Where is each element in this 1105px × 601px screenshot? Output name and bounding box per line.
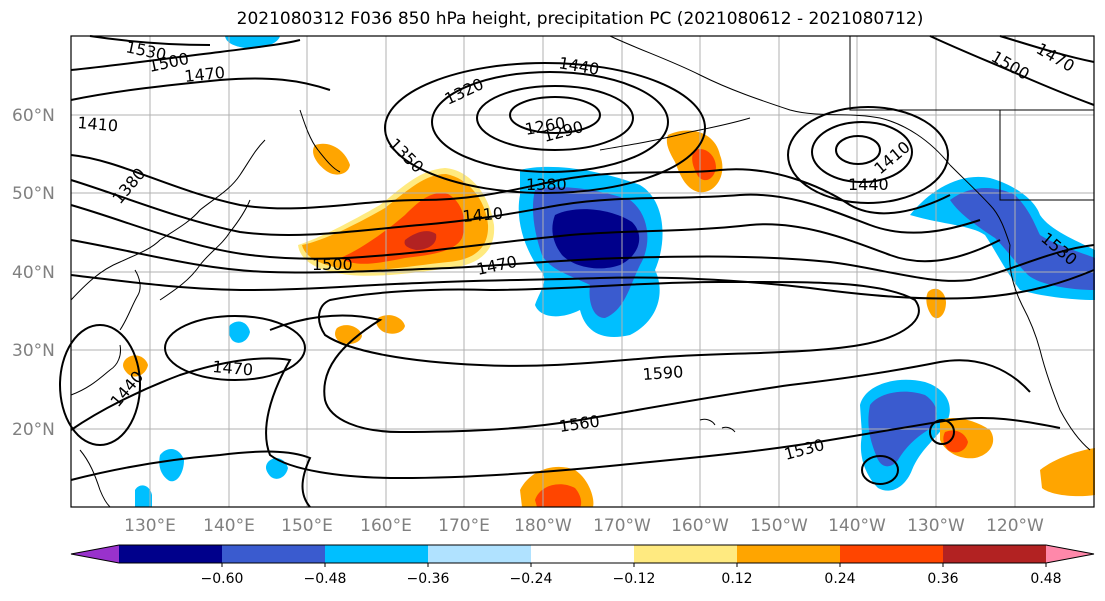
colorbar-bin: [840, 545, 944, 563]
coast-aleutians: [599, 117, 751, 151]
contour-label: 1440: [557, 53, 600, 79]
contour-label: 1470: [212, 357, 254, 379]
latitude-axis: 60°N 50°N 40°N 30°N 20°N: [12, 106, 55, 440]
colorbar-tick-label: 0.36: [927, 571, 958, 587]
colorbar-tick-label: −0.48: [304, 571, 347, 587]
contour-label: 1410: [77, 113, 119, 135]
colorbar-tick-label: −0.60: [201, 571, 244, 587]
precip-negative-small-d: [265, 458, 288, 479]
precip-positive-east-2: [1040, 448, 1095, 497]
lon-label: 120°W: [986, 516, 1044, 536]
lon-label: 140°E: [203, 516, 255, 536]
colorbar-tick-label: −0.36: [407, 571, 450, 587]
contour-label: 1530: [782, 435, 826, 464]
contour-label: 1380: [109, 164, 150, 207]
precip-positive-east-1-core: [943, 430, 968, 453]
precip-positive-west-max: [404, 231, 437, 250]
colorbar-bin: [737, 545, 841, 563]
lon-label: 130°E: [124, 516, 176, 536]
precip-positive-small-a: [335, 325, 362, 344]
lat-label-20n: 20°N: [12, 420, 55, 440]
precip-negative-central-core: [552, 209, 640, 269]
height-contours: [59, 35, 1095, 508]
lon-label: 160°E: [360, 516, 412, 536]
coast-philippines: [79, 449, 111, 508]
map-frame: [70, 35, 1095, 508]
colorbar-bin: [119, 545, 223, 563]
contour-label: 1500: [988, 47, 1033, 84]
colorbar: −0.60 −0.48 −0.36 −0.24 −0.12 0.12 0.24 0.36 0.4…: [70, 544, 1095, 587]
precip-positive-west-core: [340, 193, 465, 264]
precip-positive-nw-1: [313, 143, 350, 175]
lon-label: 170°W: [593, 516, 651, 536]
colorbar-bin: [428, 545, 532, 563]
lon-label: 170°E: [438, 516, 490, 536]
lat-label-60n: 60°N: [12, 106, 55, 126]
colorbar-bin: [325, 545, 429, 563]
contour-label: 1350: [385, 134, 427, 176]
colorbar-outline: [70, 544, 1095, 564]
colorbar-tick-label: 0.12: [721, 571, 752, 587]
precip-positive-south-core: [535, 484, 582, 507]
colorbar-extend-low: [71, 545, 119, 563]
colorbar-tick-label: 0.48: [1030, 571, 1061, 587]
lon-label: 130°W: [907, 516, 965, 536]
lon-label: 140°W: [828, 516, 886, 536]
colorbar-bin: [943, 545, 1047, 563]
precip-negative-small-c: [225, 36, 280, 49]
contour-label: 1470: [183, 63, 225, 86]
colorbar-tick-label: −0.24: [510, 571, 553, 587]
coast-alaska: [609, 35, 951, 166]
longitude-axis: 130°E 140°E 150°E 160°E 170°E 180°W 170°…: [124, 516, 1044, 536]
coast-china: [70, 344, 121, 396]
contour-label: 1410: [462, 204, 504, 226]
precip-positive-small-c: [123, 355, 148, 377]
graticule: [71, 36, 1094, 507]
lon-label: 160°W: [671, 516, 729, 536]
contour-label: 1440: [848, 175, 889, 194]
colorbar-extend-high: [1046, 545, 1094, 563]
lon-label: 150°W: [750, 516, 808, 536]
coastlines: [70, 35, 1094, 508]
lat-label-50n: 50°N: [12, 184, 55, 204]
map-title: 2021080312 F036 850 hPa height, precipit…: [236, 9, 924, 29]
contour-label: 1590: [642, 362, 684, 384]
lat-label-40n: 40°N: [12, 263, 55, 283]
coast-asia: [70, 139, 266, 301]
lon-label: 180°W: [514, 516, 572, 536]
lat-label-30n: 30°N: [12, 341, 55, 361]
colorbar-bin: [634, 545, 738, 563]
lon-label: 150°E: [281, 516, 333, 536]
precip-negative-small-e: [135, 485, 152, 507]
precip-negative-small-b: [159, 448, 184, 482]
coast-bc: [949, 164, 1011, 246]
boundary-us-canada: [849, 36, 1094, 201]
coast-kamchatka: [299, 109, 341, 173]
contour-label: 1470: [1033, 39, 1078, 76]
coast-usa-west: [1009, 244, 1041, 351]
colorbar-bin: [222, 545, 326, 563]
coast-korea: [119, 269, 141, 331]
contour-label: 1500: [312, 255, 353, 274]
precip-negative-small-a: [228, 321, 250, 343]
precip-positive-small-b: [376, 315, 405, 334]
colorbar-tick-label: 0.24: [824, 571, 855, 587]
coast-baja: [1039, 349, 1091, 451]
coast-hawaii: [699, 418, 736, 433]
colorbar-tick-label: −0.12: [613, 571, 656, 587]
precip-negative-na-mid: [950, 188, 1095, 290]
colorbar-bin: [531, 545, 635, 563]
contour-label: 1560: [558, 411, 601, 435]
contour-label: 1380: [526, 175, 567, 194]
